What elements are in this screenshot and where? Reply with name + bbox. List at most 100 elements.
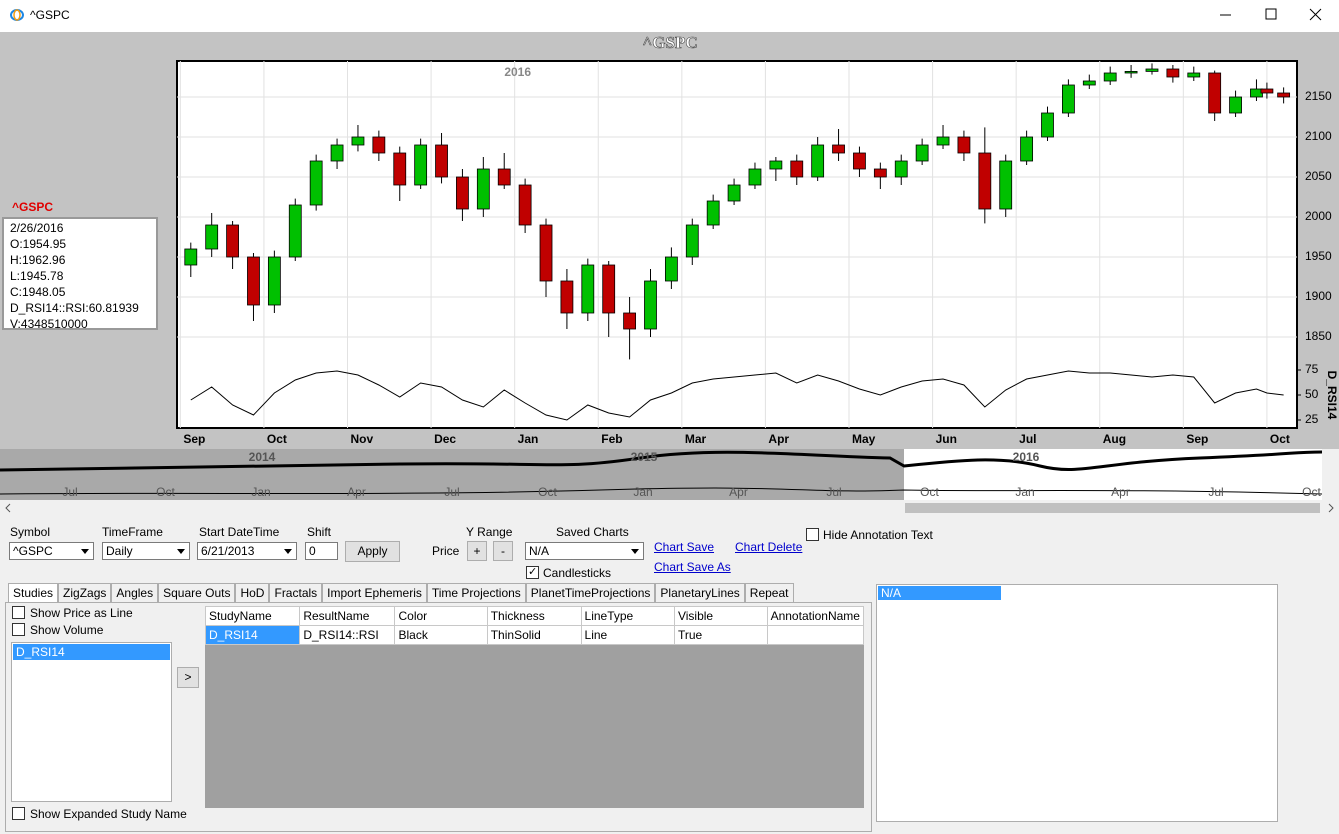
navigator-month: Jul — [62, 485, 77, 499]
candle-body — [811, 144, 825, 178]
symbol-combo[interactable]: ^GSPC — [9, 542, 94, 560]
navigator-month: Oct — [1302, 485, 1321, 499]
x-tick-label: May — [852, 432, 876, 446]
timeframe-combo[interactable]: Daily — [102, 542, 190, 560]
tab[interactable]: Studies — [8, 583, 59, 603]
x-tick-label: Sep — [1186, 432, 1208, 446]
tab[interactable]: ZigZags — [58, 583, 112, 603]
x-tick-label: Jan — [518, 432, 539, 446]
x-tick-label: Mar — [685, 432, 707, 446]
checkbox[interactable] — [12, 623, 25, 636]
label: Start DateTime — [199, 525, 280, 539]
column-header: StudyName — [205, 606, 301, 626]
candle-body — [644, 280, 657, 330]
candle-body — [226, 224, 239, 258]
x-tick-label: Nov — [351, 432, 374, 446]
candle-body — [978, 152, 992, 210]
candle-body — [435, 144, 448, 178]
navigator-month: Apr — [1111, 485, 1130, 499]
x-tick-label: Oct — [267, 432, 287, 446]
navigator-month: Oct — [538, 485, 557, 499]
candle-body — [832, 144, 845, 154]
candle-body — [184, 248, 198, 266]
move-button[interactable]: > — [177, 667, 199, 688]
info-line: D_RSI14::RSI:60.81939 — [10, 301, 139, 315]
app-icon — [10, 9, 24, 21]
saved-combo[interactable]: N/A — [525, 542, 644, 560]
info-line: O:1954.95 — [10, 237, 67, 251]
navigator-month: Jul — [444, 485, 459, 499]
candle-body — [309, 160, 323, 206]
info-symbol: ^GSPC — [12, 200, 53, 214]
candle-body — [1208, 72, 1222, 114]
candle-body — [1229, 96, 1242, 114]
checkbox[interactable] — [806, 528, 819, 541]
minus-button[interactable]: - — [493, 541, 513, 561]
plot-area — [176, 60, 1298, 429]
candle-body — [476, 168, 490, 210]
grid-scrollbar[interactable] — [205, 808, 864, 822]
cell: D_RSI14 — [205, 625, 301, 645]
candle-body — [518, 184, 532, 226]
navigator-month: Jan — [251, 485, 270, 499]
y-tick-label: 2150 — [1305, 89, 1332, 103]
tab[interactable]: HoD — [235, 583, 270, 603]
navigator-month: Jan — [633, 485, 652, 499]
candle-body — [790, 160, 804, 178]
tab[interactable]: Repeat — [744, 583, 794, 603]
apply-button[interactable]: Apply — [345, 541, 400, 562]
cell — [766, 625, 864, 645]
rsi-axis-label: D_RSI14 — [1325, 371, 1339, 420]
candle-body — [873, 168, 887, 178]
study-grid: StudyName ResultName Color Thickness LineTyp… — [205, 606, 864, 822]
candle-body — [769, 160, 783, 170]
candle-body — [1041, 112, 1054, 138]
candle-body — [1103, 72, 1117, 82]
candle-body — [1020, 136, 1034, 162]
link[interactable]: Chart Save — [654, 540, 715, 554]
list-item[interactable]: N/A — [878, 586, 1001, 600]
y2-tick-label: 25 — [1305, 412, 1319, 426]
scroll-thumb[interactable] — [905, 503, 1320, 513]
navigator-month: Apr — [347, 485, 366, 499]
x-tick-label: Aug — [1103, 432, 1126, 446]
candle-body — [1124, 71, 1138, 74]
checkbox[interactable] — [12, 807, 25, 820]
checkbox[interactable] — [12, 606, 25, 619]
candle-body — [205, 224, 219, 250]
candle-body — [685, 224, 699, 258]
tab[interactable]: Time Projections — [426, 583, 526, 603]
link[interactable]: Chart Delete — [735, 540, 803, 554]
shift-input[interactable]: 0 — [305, 542, 338, 560]
tab[interactable]: Angles — [111, 583, 159, 603]
candle-body — [393, 152, 407, 186]
candle-body — [581, 264, 595, 314]
link[interactable]: Chart Save As — [654, 560, 731, 574]
tab[interactable]: Import Ephemeris — [322, 583, 427, 603]
list-item[interactable]: D_RSI14 — [13, 644, 170, 660]
navigator-month: Jan — [1015, 485, 1034, 499]
candle-body — [936, 136, 950, 146]
label: TimeFrame — [102, 525, 163, 539]
candle-body — [894, 160, 908, 178]
cell: Black — [394, 625, 488, 645]
scroll-arrows[interactable] — [5, 503, 1334, 513]
candle-body — [957, 136, 971, 154]
column-header: ResultName — [299, 606, 396, 626]
label: Symbol — [10, 525, 51, 539]
tab[interactable]: PlanetaryLines — [655, 583, 745, 603]
checkbox[interactable] — [526, 565, 539, 579]
plus-button[interactable]: + — [467, 541, 487, 561]
candle-body — [915, 144, 929, 162]
tab[interactable]: Square Outs — [158, 583, 236, 603]
candle-body — [247, 256, 260, 306]
right-list: N/A — [876, 584, 1278, 822]
tab[interactable]: Fractals — [269, 583, 323, 603]
chart: ^GSPC ^GSPC D_RSI14 1850 1900 1950 2000 2050… — [0, 32, 1339, 515]
column-header: Color — [394, 606, 488, 626]
tab[interactable]: PlanetTimeProjections — [525, 583, 656, 603]
candle-body — [748, 168, 762, 186]
start-combo[interactable]: 6/21/2013 — [197, 542, 297, 560]
label: Saved Charts — [556, 525, 629, 539]
window-controls[interactable] — [1210, 6, 1330, 26]
